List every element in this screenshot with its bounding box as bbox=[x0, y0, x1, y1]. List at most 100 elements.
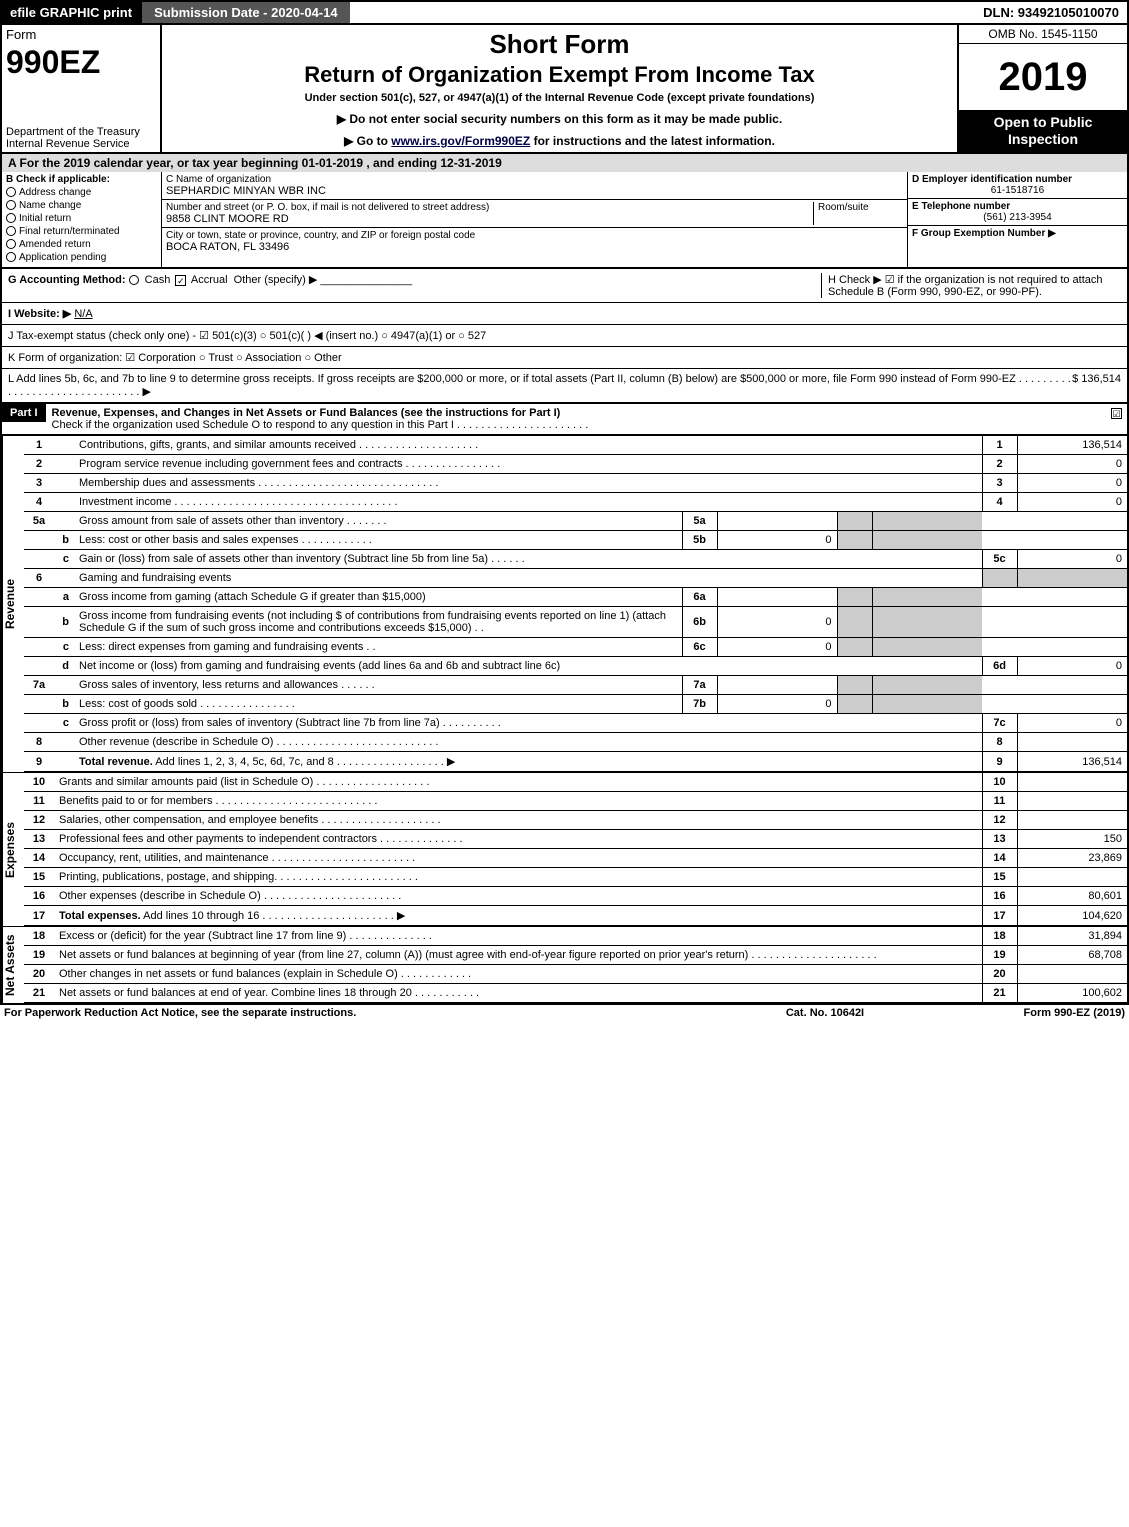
k-text: K Form of organization: ☑ Corporation ○ … bbox=[8, 351, 1121, 364]
row-i: I Website: ▶ N/A bbox=[0, 303, 1129, 325]
chk-initial-return[interactable]: Initial return bbox=[6, 213, 157, 224]
title-under-section: Under section 501(c), 527, or 4947(a)(1)… bbox=[166, 92, 953, 104]
phone-value: (561) 213-3954 bbox=[912, 212, 1123, 223]
line-row: bGross income from fundraising events (n… bbox=[24, 607, 1127, 638]
line-desc: Occupancy, rent, utilities, and maintena… bbox=[54, 849, 982, 868]
right-line-val: 68,708 bbox=[1017, 946, 1127, 965]
mid-line-val: 0 bbox=[717, 531, 837, 550]
right-line-val: 0 bbox=[1017, 455, 1127, 474]
row-l: L Add lines 5b, 6c, and 7b to line 9 to … bbox=[0, 369, 1129, 404]
right-line-val bbox=[872, 531, 982, 550]
right-line-num: 16 bbox=[982, 887, 1017, 906]
line-desc: Gross income from gaming (attach Schedul… bbox=[74, 588, 682, 607]
mid-line-num: 5b bbox=[682, 531, 717, 550]
omb-number: OMB No. 1545-1150 bbox=[959, 25, 1127, 44]
line-desc: Less: cost of goods sold . . . . . . . .… bbox=[74, 695, 682, 714]
group-exempt-cell: F Group Exemption Number ▶ bbox=[908, 226, 1127, 241]
g-cash-radio[interactable] bbox=[129, 275, 139, 285]
part-1-checkbox[interactable]: ☑ bbox=[1111, 408, 1122, 419]
instruction-goto: ▶ Go to www.irs.gov/Form990EZ for instru… bbox=[166, 134, 953, 148]
row-g-h: G Accounting Method: Cash ✓ Accrual Othe… bbox=[0, 269, 1129, 303]
line-row: 6Gaming and fundraising events bbox=[24, 569, 1127, 588]
right-line-num: 10 bbox=[982, 773, 1017, 792]
line-desc: Salaries, other compensation, and employ… bbox=[54, 811, 982, 830]
line-desc: Program service revenue including govern… bbox=[74, 455, 837, 474]
line-sub bbox=[54, 493, 74, 512]
mid-line-val: 0 bbox=[717, 695, 837, 714]
dln-label: DLN: 93492105010070 bbox=[975, 2, 1127, 23]
expenses-section: Expenses 10Grants and similar amounts pa… bbox=[0, 772, 1129, 926]
chk-final-return[interactable]: Final return/terminated bbox=[6, 226, 157, 237]
website-value: N/A bbox=[74, 308, 92, 320]
line-desc: Investment income . . . . . . . . . . . … bbox=[74, 493, 837, 512]
ein-cell: D Employer identification number 61-1518… bbox=[908, 172, 1127, 199]
line-number bbox=[24, 638, 54, 657]
goto-link[interactable]: www.irs.gov/Form990EZ bbox=[391, 134, 530, 148]
open-inspection: Open to Public Inspection bbox=[959, 110, 1127, 152]
line-sub bbox=[54, 752, 74, 772]
right-line-num bbox=[837, 676, 872, 695]
line-row: bLess: cost of goods sold . . . . . . . … bbox=[24, 695, 1127, 714]
right-line-num bbox=[837, 695, 872, 714]
chk-amended-return[interactable]: Amended return bbox=[6, 239, 157, 250]
line-number: 2 bbox=[24, 455, 54, 474]
org-info-grid: B Check if applicable: Address change Na… bbox=[0, 172, 1129, 269]
header-right: OMB No. 1545-1150 2019 Open to Public In… bbox=[957, 25, 1127, 152]
line-row: 13Professional fees and other payments t… bbox=[24, 830, 1127, 849]
line-desc: Gross sales of inventory, less returns a… bbox=[74, 676, 682, 695]
ein-value: 61-1518716 bbox=[912, 185, 1123, 196]
right-line-num: 19 bbox=[982, 946, 1017, 965]
g-label: G Accounting Method: bbox=[8, 274, 126, 286]
line-row: 1Contributions, gifts, grants, and simil… bbox=[24, 436, 1127, 455]
right-line-val bbox=[1017, 569, 1127, 588]
line-row: 14Occupancy, rent, utilities, and mainte… bbox=[24, 849, 1127, 868]
addr-value: 9858 CLINT MOORE RD bbox=[166, 213, 813, 225]
line-number: 21 bbox=[24, 984, 54, 1003]
line-sub bbox=[54, 733, 74, 752]
line-desc: Net assets or fund balances at end of ye… bbox=[54, 984, 982, 1003]
row-j: J Tax-exempt status (check only one) - ☑… bbox=[0, 325, 1129, 347]
part-1-check-text: Check if the organization used Schedule … bbox=[52, 419, 589, 431]
right-line-val: 80,601 bbox=[1017, 887, 1127, 906]
mid-line-num: 5a bbox=[682, 512, 717, 531]
efile-print-label[interactable]: efile GRAPHIC print bbox=[2, 2, 140, 23]
j-text: J Tax-exempt status (check only one) - ☑… bbox=[8, 329, 1121, 342]
line-row: 16Other expenses (describe in Schedule O… bbox=[24, 887, 1127, 906]
line-number bbox=[24, 657, 54, 676]
line-desc: Net income or (loss) from gaming and fun… bbox=[74, 657, 837, 676]
top-bar: efile GRAPHIC print Submission Date - 20… bbox=[0, 0, 1129, 25]
expenses-side-label: Expenses bbox=[2, 773, 24, 926]
line-desc: Gross amount from sale of assets other t… bbox=[74, 512, 682, 531]
chk-application-pending[interactable]: Application pending bbox=[6, 252, 157, 263]
line-number bbox=[24, 531, 54, 550]
header-center: Short Form Return of Organization Exempt… bbox=[162, 25, 957, 152]
line-row: 21Net assets or fund balances at end of … bbox=[24, 984, 1127, 1003]
g-accrual-check[interactable]: ✓ bbox=[175, 275, 186, 286]
chk-address-change[interactable]: Address change bbox=[6, 187, 157, 198]
line-sub bbox=[54, 676, 74, 695]
i-label: I Website: ▶ bbox=[8, 308, 71, 320]
line-sub bbox=[54, 474, 74, 493]
right-line-val: 0 bbox=[1017, 657, 1127, 676]
line-number: 5a bbox=[24, 512, 54, 531]
org-addr-row: Number and street (or P. O. box, if mail… bbox=[162, 200, 907, 228]
right-line-val: 0 bbox=[1017, 474, 1127, 493]
line-desc: Membership dues and assessments . . . . … bbox=[74, 474, 837, 493]
line-desc: Total expenses. Add lines 10 through 16 … bbox=[54, 906, 982, 926]
line-desc: Less: direct expenses from gaming and fu… bbox=[74, 638, 682, 657]
goto-suffix: for instructions and the latest informat… bbox=[530, 134, 775, 148]
mid-line-num: 7b bbox=[682, 695, 717, 714]
line-desc: Other expenses (describe in Schedule O) … bbox=[54, 887, 982, 906]
right-line-val bbox=[1017, 773, 1127, 792]
netassets-section: Net Assets 18Excess or (deficit) for the… bbox=[0, 926, 1129, 1005]
chk-name-change[interactable]: Name change bbox=[6, 200, 157, 211]
right-line-val: 136,514 bbox=[1017, 436, 1127, 455]
right-line-num: 2 bbox=[982, 455, 1017, 474]
line-number: 7a bbox=[24, 676, 54, 695]
netassets-side-label: Net Assets bbox=[2, 927, 24, 1003]
right-line-val: 104,620 bbox=[1017, 906, 1127, 926]
line-desc: Less: cost or other basis and sales expe… bbox=[74, 531, 682, 550]
room-label: Room/suite bbox=[818, 202, 903, 213]
line-row: 3Membership dues and assessments . . . .… bbox=[24, 474, 1127, 493]
line-sub bbox=[54, 512, 74, 531]
